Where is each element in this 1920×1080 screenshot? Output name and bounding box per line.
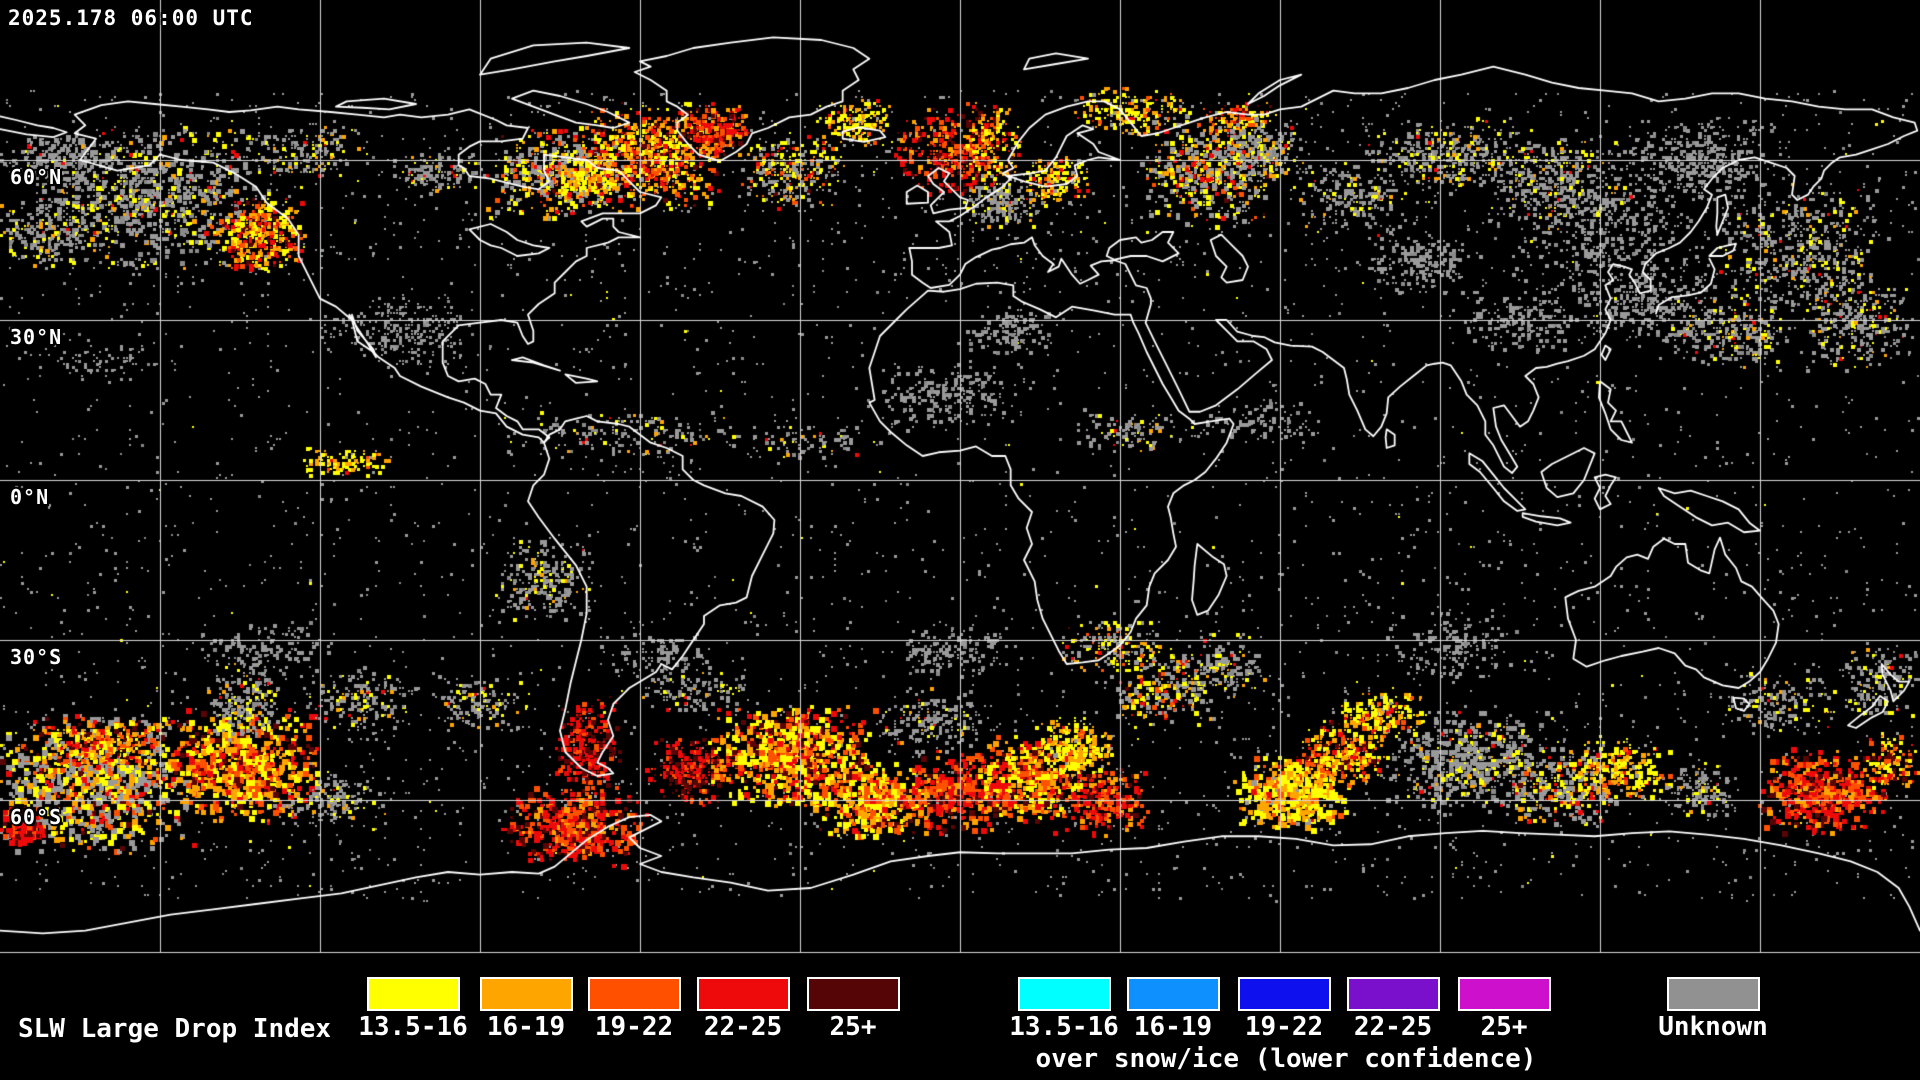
legend-swatch-label-snow-0: 13.5-16 — [1009, 1012, 1119, 1042]
legend-swatch-label-land-1: 16-19 — [486, 1012, 566, 1042]
lat-label-30s: 30°S — [10, 645, 63, 669]
legend-swatch-label-land-0: 13.5-16 — [358, 1012, 468, 1042]
legend-swatch-land-4 — [807, 977, 900, 1011]
legend-swatch-label-snow-1: 16-19 — [1133, 1012, 1213, 1042]
legend-title: SLW Large Drop Index — [18, 1014, 332, 1044]
legend-swatch-label-unknown: Unknown — [1658, 1012, 1768, 1042]
legend-swatch-snow-2 — [1238, 977, 1331, 1011]
legend-swatch-land-1 — [480, 977, 573, 1011]
legend-swatch-snow-4 — [1458, 977, 1551, 1011]
legend-swatch-land-3 — [697, 977, 790, 1011]
legend-caption-snow-ice: over snow/ice (lower confidence) — [1035, 1044, 1537, 1074]
legend-swatch-snow-0 — [1018, 977, 1111, 1011]
legend-swatch-label-land-2: 19-22 — [594, 1012, 674, 1042]
legend-swatch-label-land-3: 22-25 — [703, 1012, 783, 1042]
lat-label-60s: 60°S — [10, 805, 63, 829]
lat-label-0n: 0°N — [10, 485, 50, 509]
legend-swatch-label-land-4: 25+ — [829, 1012, 877, 1042]
legend-swatch-unknown — [1667, 977, 1760, 1011]
legend-swatch-label-snow-4: 25+ — [1480, 1012, 1528, 1042]
legend-swatch-snow-3 — [1347, 977, 1440, 1011]
lat-label-60n: 60°N — [10, 165, 63, 189]
legend-swatch-label-snow-2: 19-22 — [1244, 1012, 1324, 1042]
legend-swatch-land-0 — [367, 977, 460, 1011]
legend-swatch-label-snow-3: 22-25 — [1353, 1012, 1433, 1042]
timestamp: 2025.178 06:00 UTC — [8, 6, 254, 30]
lat-label-30n: 30°N — [10, 325, 63, 349]
legend-swatch-snow-1 — [1127, 977, 1220, 1011]
world-map-canvas — [0, 0, 1920, 958]
legend-swatch-land-2 — [588, 977, 681, 1011]
